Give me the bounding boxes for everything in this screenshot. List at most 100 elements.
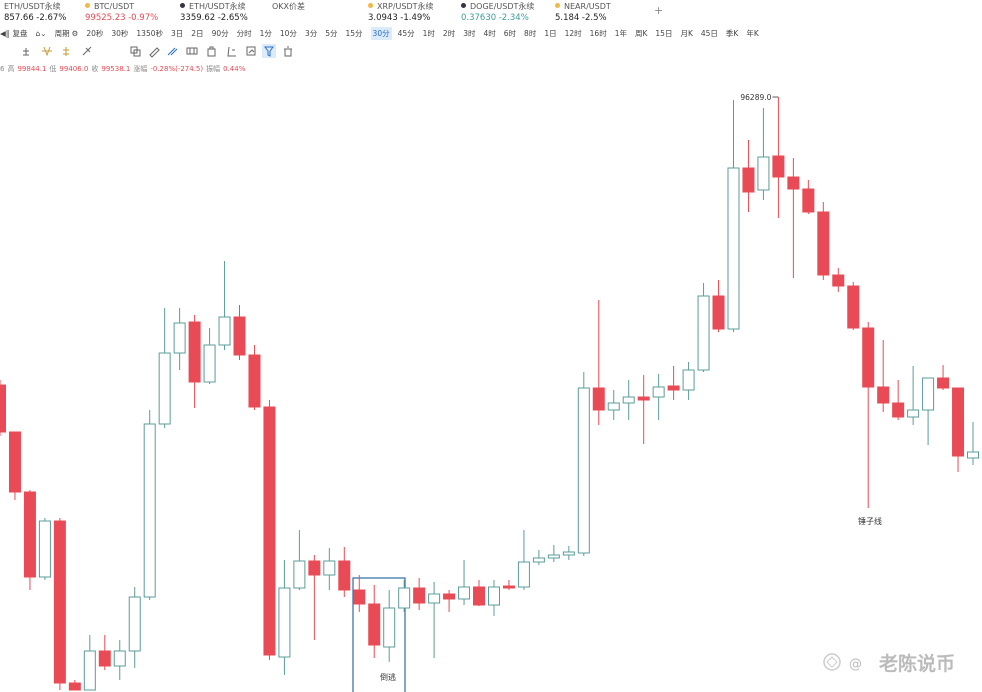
timeframe[interactable]: 10分 (279, 28, 297, 38)
tool-icon[interactable] (264, 46, 274, 57)
info-item: 99844.1 (17, 65, 47, 73)
candle-body (233, 316, 246, 356)
tab-price: 857.66 (4, 13, 34, 23)
home-icon[interactable]: ⌂⌄ (35, 28, 47, 38)
tab-title: XRP/USDT永续 (368, 1, 434, 12)
candle-body (23, 491, 36, 578)
tool-icon[interactable] (167, 47, 178, 56)
timeframe[interactable]: 30秒 (111, 28, 129, 38)
ticker-tab[interactable]: BTC/USDT 99525.23 -0.97% (85, 1, 158, 24)
timeframe[interactable]: 15日 (655, 28, 673, 38)
timeframe[interactable]: 1分 (259, 28, 272, 38)
period-icon[interactable]: ⚙ (71, 28, 79, 38)
timeframe[interactable]: 5分 (325, 28, 338, 38)
ticker-tab[interactable]: ETH/USDT永续 3359.62 -2.65% (180, 1, 248, 24)
candle-body (922, 377, 935, 411)
tab-name: OKX价差 (272, 2, 306, 11)
candle-body (443, 593, 456, 600)
timeframe[interactable]: 年K (746, 28, 759, 38)
tool-icon[interactable] (284, 46, 292, 57)
candle-body (637, 396, 650, 401)
tool-icon[interactable] (207, 46, 216, 57)
tab-dot (368, 3, 373, 8)
tool-icon[interactable] (130, 46, 141, 57)
tab-title: OKX价差 (272, 1, 305, 12)
timeframe[interactable]: 30分 (370, 26, 392, 40)
candle-body (607, 402, 620, 411)
timeframe[interactable]: 45分 (397, 28, 415, 38)
tool-icon[interactable] (227, 46, 236, 57)
timeframe[interactable]: 4时 (483, 28, 496, 38)
tab-name: NEAR/USDT (564, 2, 611, 11)
timeframe[interactable]: 月K (680, 28, 693, 38)
candle-body (847, 285, 860, 329)
candle-body (98, 650, 111, 667)
watermark-at: @ (849, 657, 862, 672)
ticker-tab[interactable]: ETH/USDT永续 857.66 -2.67% (4, 1, 66, 24)
tool-icon[interactable] (82, 46, 92, 56)
candle-body (967, 451, 979, 459)
tab-price: 99525.23 (85, 13, 126, 23)
timeframe[interactable]: 1年 (614, 28, 627, 38)
candle-body (8, 431, 21, 493)
add-tab[interactable]: + (654, 4, 664, 17)
candle-body (263, 406, 276, 656)
tool-icon[interactable] (149, 47, 160, 58)
info-item: 高 (7, 65, 15, 73)
ticker-tab[interactable]: XRP/USDT永续 3.0943 -1.49% (368, 1, 434, 24)
ticker-tab[interactable]: NEAR/USDT 5.184 -2.5% (555, 1, 611, 24)
timeframe[interactable]: 20秒 (86, 28, 104, 38)
timeframe[interactable]: 周K (634, 28, 648, 38)
ticker-tab[interactable]: OKX价差 (272, 1, 305, 12)
timeframe[interactable]: 90分 (211, 28, 229, 38)
timeframe[interactable]: 2日 (191, 28, 204, 38)
candle-body (832, 274, 845, 287)
candle-body (218, 316, 231, 346)
tool-icon[interactable] (23, 48, 29, 56)
watermark: 老陈说币 (879, 652, 955, 675)
timeframe[interactable]: 12时 (564, 28, 582, 38)
tab-quote: 857.66 -2.67% (4, 12, 66, 24)
candle-body (278, 587, 291, 658)
ticker-tab[interactable]: DOGE/USDT永续 0.37630 -2.34% (461, 1, 534, 24)
tab-title: ETH/USDT永续 (180, 1, 248, 12)
timeframe[interactable]: 1350秒 (136, 28, 163, 38)
timeframe[interactable]: 3日 (171, 28, 184, 38)
candle-body (308, 560, 321, 576)
candle-body (562, 551, 575, 556)
tab-title: DOGE/USDT永续 (461, 1, 534, 12)
candle-body (937, 377, 950, 389)
timeframe[interactable]: 季K (725, 28, 739, 38)
timeframe[interactable]: 6时 (503, 28, 517, 38)
timeframe[interactable]: 15分 (345, 28, 363, 38)
candle-body (577, 387, 590, 554)
candle-body (682, 369, 695, 391)
candle-body (458, 586, 471, 600)
tool-icon[interactable] (186, 47, 198, 55)
replay[interactable]: 复盘 (12, 28, 28, 38)
candle-body (143, 423, 156, 598)
timeframe[interactable]: 2时 (442, 28, 456, 38)
replay-icon[interactable]: ◀‖ (0, 28, 10, 38)
candle-body (248, 354, 261, 408)
timeframe[interactable]: 1日 (544, 28, 557, 38)
timeframe[interactable]: 8时 (524, 28, 537, 38)
timeframe[interactable]: 16时 (589, 28, 607, 38)
tab-change: -2.34% (498, 13, 529, 23)
tab-quote: 99525.23 -0.97% (85, 12, 158, 24)
timeframe[interactable]: 1时 (422, 28, 435, 38)
candle-body (323, 560, 336, 576)
info-item: 99538.1 (101, 65, 131, 73)
tool-icon[interactable] (63, 47, 69, 56)
timeframe[interactable]: 分时 (236, 28, 252, 38)
timeframe[interactable]: 3分 (304, 28, 318, 38)
timeframe[interactable]: 3时 (463, 28, 476, 38)
tab-name: ETH/USDT永续 (4, 2, 61, 11)
timeframe[interactable]: 45日 (700, 28, 718, 38)
tool-icon[interactable] (246, 46, 256, 56)
tab-name: XRP/USDT永续 (377, 2, 434, 11)
period[interactable]: 周期 (54, 28, 70, 38)
tab-name: DOGE/USDT永续 (470, 2, 535, 11)
tool-icon[interactable] (42, 46, 52, 57)
